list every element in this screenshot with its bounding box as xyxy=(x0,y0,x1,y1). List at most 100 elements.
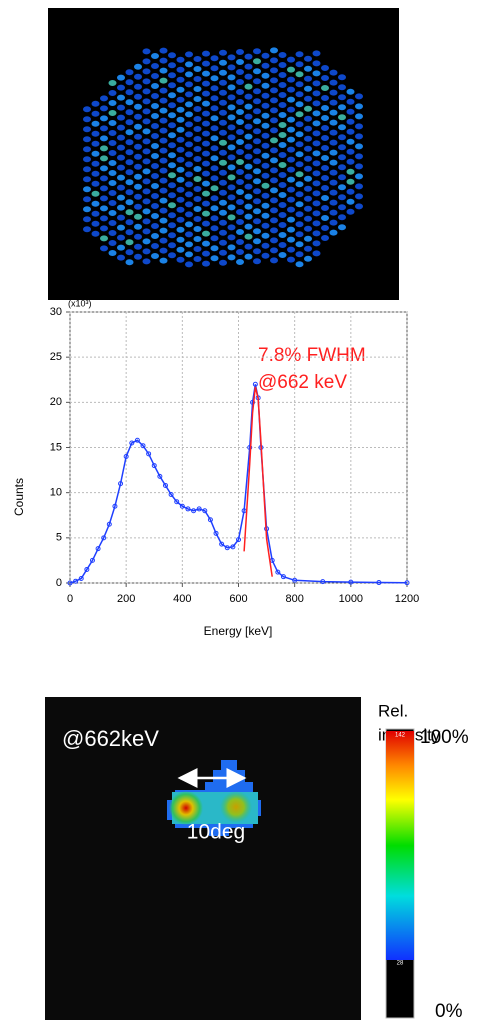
pixel xyxy=(261,52,270,59)
pixel xyxy=(312,150,321,157)
pixel xyxy=(151,83,159,89)
data-point xyxy=(207,517,213,523)
pixel xyxy=(355,153,363,160)
pixel xyxy=(270,67,278,74)
pixel xyxy=(134,233,142,240)
pixel xyxy=(278,162,287,168)
pixel xyxy=(270,127,278,134)
pixel xyxy=(142,228,151,235)
pixel xyxy=(117,224,125,231)
pixel xyxy=(142,218,151,225)
pixel xyxy=(312,110,321,117)
pixel xyxy=(193,206,202,212)
pixel xyxy=(210,105,219,112)
pixel xyxy=(176,236,185,243)
pixel xyxy=(261,62,270,69)
pixel xyxy=(227,214,236,221)
pixel xyxy=(185,201,193,208)
pixel xyxy=(159,217,168,224)
pixel xyxy=(346,108,355,115)
pixel xyxy=(83,186,91,193)
pixel xyxy=(355,173,363,180)
pixel xyxy=(159,67,168,74)
pixel xyxy=(202,50,210,57)
pixel xyxy=(151,153,159,159)
pixel xyxy=(108,150,117,156)
pixel xyxy=(244,53,253,60)
pixel xyxy=(185,91,193,98)
pixel xyxy=(278,132,287,138)
pixel xyxy=(134,183,142,190)
y-axis-label: Counts xyxy=(12,478,26,516)
data-point xyxy=(73,578,79,584)
pixel xyxy=(329,109,338,116)
x-tick-label: 800 xyxy=(285,593,303,605)
pixel xyxy=(117,94,125,101)
pixel xyxy=(100,175,108,182)
pixel xyxy=(236,79,244,85)
pixel xyxy=(278,232,287,238)
pixel xyxy=(117,184,125,191)
pixel xyxy=(168,132,176,139)
pixel xyxy=(338,214,346,221)
pixel xyxy=(159,197,168,204)
pixel xyxy=(270,47,278,54)
pixel xyxy=(210,165,219,172)
pixel xyxy=(253,208,261,215)
pixel xyxy=(346,118,355,125)
data-point xyxy=(106,521,112,527)
annotation: @662 keV xyxy=(258,372,347,393)
pixel xyxy=(202,120,210,127)
pixel xyxy=(142,138,151,145)
pixel xyxy=(100,195,108,202)
pixel xyxy=(253,188,261,195)
pixel xyxy=(176,246,185,253)
pixel xyxy=(346,198,355,205)
data-point xyxy=(224,545,230,551)
pixel xyxy=(151,63,159,69)
pixel xyxy=(312,130,321,137)
colorbar-min-label: 0% xyxy=(435,1001,463,1022)
pixel xyxy=(159,57,168,64)
pixel xyxy=(134,73,142,80)
pixel xyxy=(287,206,295,213)
pixel xyxy=(125,139,134,146)
pixel xyxy=(236,129,244,135)
y-tick-label: 25 xyxy=(50,351,62,363)
pixel xyxy=(295,201,304,208)
pixel xyxy=(312,140,321,147)
annotation: 7.8% FWHM xyxy=(258,345,366,366)
pixel xyxy=(227,104,236,111)
pixel xyxy=(278,202,287,208)
pixel xyxy=(193,156,202,162)
pixel xyxy=(253,238,261,245)
pixel xyxy=(108,250,117,256)
pixel xyxy=(304,195,312,202)
data-point xyxy=(202,508,208,514)
pixel xyxy=(210,175,219,182)
pixel xyxy=(159,137,168,144)
pixel xyxy=(270,217,278,224)
data-point xyxy=(123,454,129,460)
pixel xyxy=(185,161,193,168)
data-point xyxy=(162,482,168,488)
pixel xyxy=(151,183,159,189)
x-tick-label: 1000 xyxy=(339,593,363,605)
pixel xyxy=(159,127,168,134)
pixel xyxy=(185,191,193,198)
pixel xyxy=(346,168,355,175)
pixel xyxy=(185,121,193,128)
pixel xyxy=(108,90,117,96)
data-point xyxy=(95,546,101,552)
pixel xyxy=(253,128,261,135)
pixel xyxy=(295,241,304,248)
pixel xyxy=(185,251,193,258)
pixel xyxy=(329,149,338,156)
pixel xyxy=(295,141,304,148)
pixel xyxy=(151,243,159,249)
pixel xyxy=(159,167,168,174)
colorbar-min-value: 28 xyxy=(397,961,404,967)
pixel xyxy=(244,173,253,180)
pixel xyxy=(287,86,295,93)
pixel xyxy=(253,178,261,185)
